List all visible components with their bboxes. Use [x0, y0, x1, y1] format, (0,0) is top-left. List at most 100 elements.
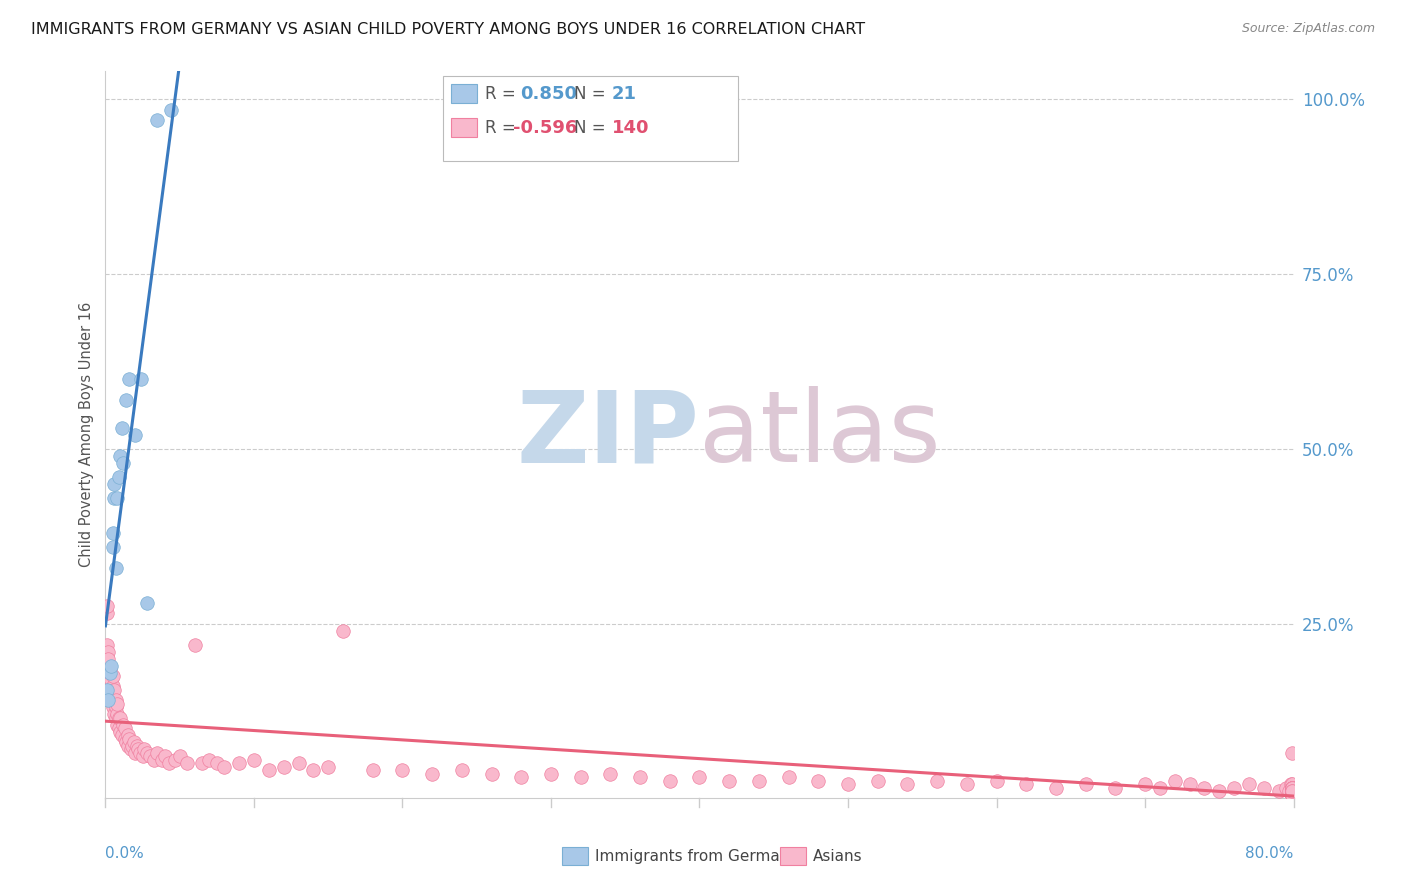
Point — [228, 756, 250, 771]
Point — [1281, 746, 1303, 760]
Point — [1281, 784, 1303, 798]
Point — [96, 638, 118, 652]
Point — [112, 456, 135, 470]
Point — [243, 753, 266, 767]
Point — [101, 680, 124, 694]
Point — [1074, 777, 1097, 791]
Point — [131, 749, 153, 764]
Point — [287, 756, 309, 771]
Point — [1281, 780, 1303, 795]
Point — [96, 683, 118, 698]
Point — [122, 735, 145, 749]
Point — [1194, 780, 1216, 795]
Point — [120, 742, 142, 756]
Text: R =: R = — [485, 119, 522, 136]
Text: ZIP: ZIP — [516, 386, 700, 483]
Point — [1281, 784, 1303, 798]
Point — [1149, 780, 1171, 795]
Point — [1281, 788, 1303, 802]
Point — [1281, 788, 1303, 802]
Point — [104, 693, 127, 707]
Point — [103, 693, 125, 707]
Point — [128, 746, 150, 760]
Point — [103, 491, 125, 505]
Point — [101, 690, 124, 704]
Point — [332, 624, 354, 638]
Point — [1281, 784, 1303, 798]
Point — [1237, 777, 1260, 791]
Point — [100, 693, 122, 707]
Point — [1281, 784, 1303, 798]
Point — [391, 764, 413, 778]
Point — [97, 651, 120, 665]
Point — [115, 392, 138, 407]
Point — [718, 773, 741, 788]
Point — [205, 756, 228, 771]
Point — [146, 746, 169, 760]
Text: Asians: Asians — [813, 849, 862, 863]
Point — [986, 773, 1008, 788]
Point — [117, 739, 139, 753]
Point — [105, 718, 128, 732]
Point — [143, 753, 166, 767]
Point — [132, 742, 155, 756]
Point — [115, 735, 138, 749]
Point — [481, 767, 503, 781]
Point — [136, 746, 159, 760]
Point — [103, 707, 125, 722]
Point — [98, 662, 121, 676]
Text: Source: ZipAtlas.com: Source: ZipAtlas.com — [1241, 22, 1375, 36]
Point — [689, 770, 711, 784]
Text: N =: N = — [574, 85, 610, 103]
Text: Immigrants from Germany: Immigrants from Germany — [595, 849, 799, 863]
Point — [1281, 780, 1303, 795]
Point — [129, 372, 152, 386]
Point — [153, 749, 176, 764]
Point — [1223, 780, 1246, 795]
Point — [136, 596, 159, 610]
Point — [214, 760, 236, 774]
Point — [124, 428, 146, 442]
Point — [97, 658, 120, 673]
Text: atlas: atlas — [700, 386, 941, 483]
Point — [110, 449, 132, 463]
Point — [98, 680, 121, 694]
Point — [98, 690, 121, 704]
Point — [316, 760, 339, 774]
Point — [1045, 780, 1067, 795]
Point — [1281, 780, 1303, 795]
Point — [1281, 784, 1303, 798]
Point — [101, 540, 124, 554]
Text: 21: 21 — [612, 85, 637, 103]
Point — [1281, 784, 1303, 798]
Point — [110, 711, 132, 725]
Point — [569, 770, 592, 784]
Point — [108, 722, 131, 736]
Point — [837, 777, 859, 791]
Point — [101, 669, 124, 683]
Point — [1178, 777, 1201, 791]
Point — [1208, 784, 1230, 798]
Point — [159, 103, 181, 117]
Point — [183, 638, 205, 652]
Point — [157, 756, 180, 771]
Point — [896, 777, 918, 791]
Text: 80.0%: 80.0% — [1246, 846, 1294, 861]
Point — [165, 753, 187, 767]
Point — [1281, 784, 1303, 798]
Point — [510, 770, 533, 784]
Text: 0.850: 0.850 — [520, 85, 578, 103]
Point — [112, 718, 135, 732]
Point — [176, 756, 198, 771]
Point — [114, 731, 136, 746]
Point — [105, 697, 128, 711]
Point — [450, 764, 472, 778]
Y-axis label: Child Poverty Among Boys Under 16: Child Poverty Among Boys Under 16 — [79, 302, 94, 567]
Point — [361, 764, 384, 778]
Point — [108, 711, 131, 725]
Point — [1015, 777, 1038, 791]
Point — [103, 683, 125, 698]
Point — [257, 764, 280, 778]
Point — [97, 693, 120, 707]
Point — [1281, 780, 1303, 795]
